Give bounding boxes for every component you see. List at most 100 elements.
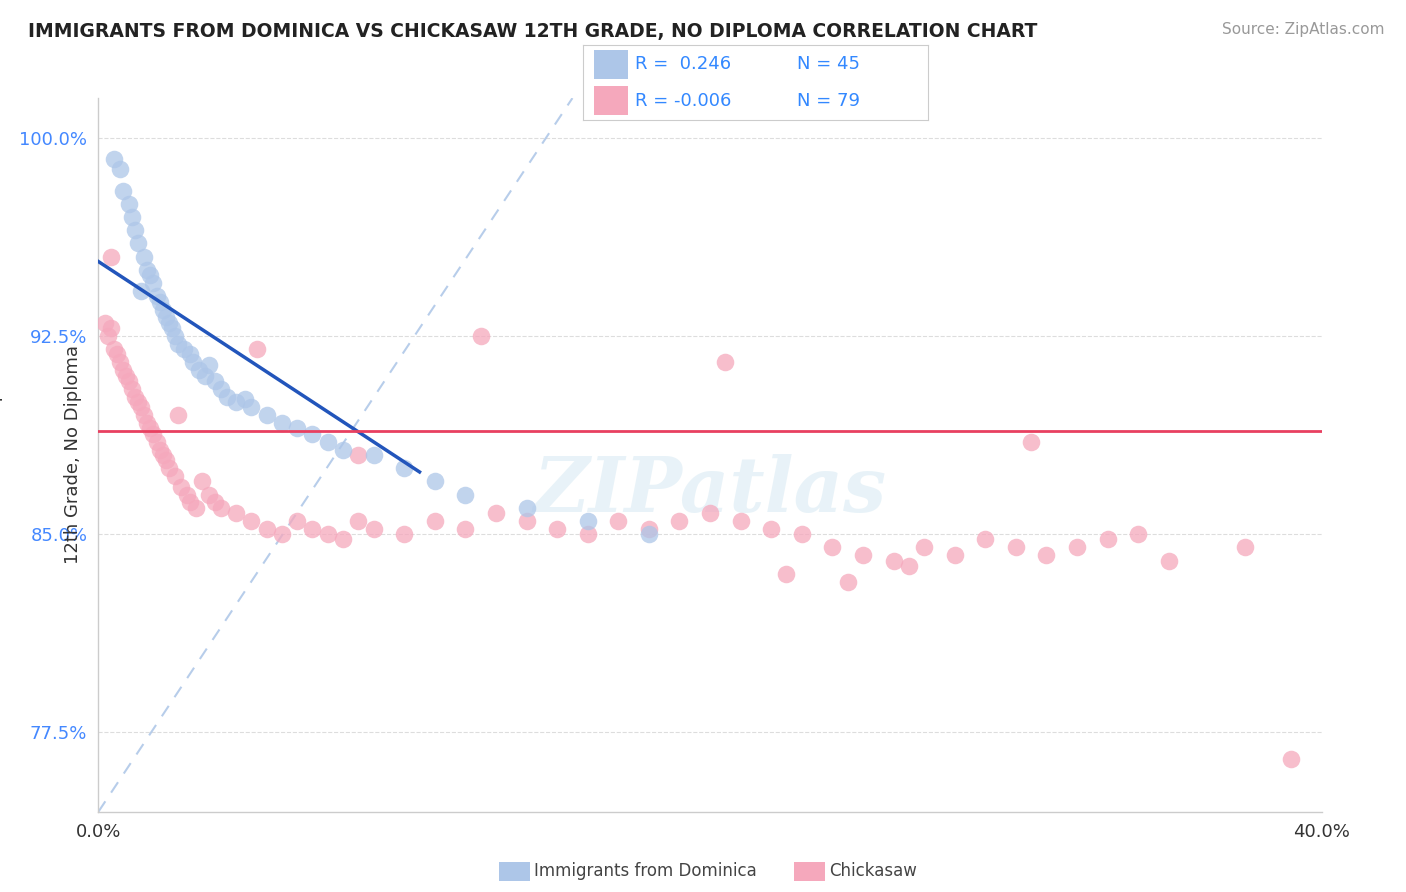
Point xyxy=(316,527,339,541)
Point xyxy=(121,210,143,224)
Point xyxy=(240,401,263,415)
Point xyxy=(1097,533,1119,547)
Point xyxy=(108,162,131,177)
Point xyxy=(134,409,156,423)
Point xyxy=(100,321,122,335)
Bar xyxy=(593,87,628,115)
Point xyxy=(301,426,323,441)
Point xyxy=(1234,541,1257,555)
Point xyxy=(246,342,269,356)
Point xyxy=(163,329,186,343)
Point xyxy=(152,448,174,462)
Point xyxy=(240,514,263,528)
Y-axis label: 12th Grade, No Diploma: 12th Grade, No Diploma xyxy=(63,345,82,565)
Text: IMMIGRANTS FROM DOMINICA VS CHICKASAW 12TH GRADE, NO DIPLOMA CORRELATION CHART: IMMIGRANTS FROM DOMINICA VS CHICKASAW 12… xyxy=(28,22,1038,41)
Point xyxy=(912,541,935,555)
Point xyxy=(470,329,492,343)
Text: Chickasaw: Chickasaw xyxy=(830,863,917,880)
Point xyxy=(152,302,174,317)
Text: ZIPatlas: ZIPatlas xyxy=(533,454,887,527)
Point xyxy=(191,475,214,489)
Point xyxy=(347,448,370,462)
Point xyxy=(129,401,152,415)
Point xyxy=(93,316,115,330)
Point xyxy=(139,268,162,283)
Point xyxy=(316,434,339,449)
Point xyxy=(270,527,294,541)
Point xyxy=(638,527,661,541)
Point xyxy=(149,442,172,457)
Point xyxy=(188,363,211,377)
Y-axis label: 12th Grade, No Diploma: 12th Grade, No Diploma xyxy=(0,345,3,565)
Point xyxy=(392,461,416,475)
Point xyxy=(423,514,446,528)
Point xyxy=(139,421,162,435)
Point xyxy=(454,522,477,536)
Point xyxy=(485,506,508,520)
Text: R =  0.246: R = 0.246 xyxy=(636,55,731,73)
Point xyxy=(852,549,875,563)
Point xyxy=(668,514,690,528)
Point xyxy=(157,316,180,330)
Point xyxy=(115,368,138,383)
Point xyxy=(197,487,219,501)
Point xyxy=(181,355,204,369)
Point xyxy=(897,558,920,573)
Point xyxy=(170,480,193,494)
Point xyxy=(197,358,219,372)
Point xyxy=(837,574,859,589)
Point xyxy=(111,184,134,198)
Point xyxy=(167,409,190,423)
Point xyxy=(155,453,177,467)
Point xyxy=(186,500,208,515)
Bar xyxy=(593,50,628,78)
Point xyxy=(225,395,247,409)
Point xyxy=(576,527,599,541)
Point xyxy=(256,522,278,536)
Point xyxy=(163,469,186,483)
Point xyxy=(392,527,416,541)
Point xyxy=(256,409,278,423)
Point xyxy=(775,566,797,581)
Point xyxy=(454,487,477,501)
Point xyxy=(127,236,149,251)
Point xyxy=(546,522,568,536)
Point xyxy=(301,522,323,536)
Point xyxy=(176,487,198,501)
Point xyxy=(332,442,354,457)
Point xyxy=(821,541,844,555)
Point xyxy=(167,337,190,351)
Point xyxy=(943,549,966,563)
Text: N = 79: N = 79 xyxy=(797,92,860,110)
Point xyxy=(761,522,783,536)
Point xyxy=(145,434,167,449)
Point xyxy=(103,152,125,166)
Point xyxy=(285,514,308,528)
Point xyxy=(209,382,232,396)
Point xyxy=(118,197,141,211)
Point xyxy=(225,506,247,520)
Point xyxy=(179,495,201,509)
Point xyxy=(1279,752,1302,766)
Point xyxy=(790,527,813,541)
Point xyxy=(1128,527,1150,541)
Point xyxy=(204,374,226,388)
Point xyxy=(209,500,232,515)
Point xyxy=(730,514,752,528)
Point xyxy=(155,310,177,325)
Point xyxy=(1035,549,1057,563)
Point xyxy=(124,223,146,237)
Point xyxy=(129,284,152,298)
Point xyxy=(100,250,122,264)
Point xyxy=(157,461,180,475)
Point xyxy=(883,554,905,568)
Point xyxy=(173,342,195,356)
Text: Immigrants from Dominica: Immigrants from Dominica xyxy=(534,863,756,880)
Point xyxy=(160,321,183,335)
Point xyxy=(1157,554,1180,568)
Point xyxy=(1004,541,1026,555)
Point xyxy=(576,514,599,528)
Point xyxy=(142,426,165,441)
Point xyxy=(145,289,167,303)
Point xyxy=(1019,434,1042,449)
